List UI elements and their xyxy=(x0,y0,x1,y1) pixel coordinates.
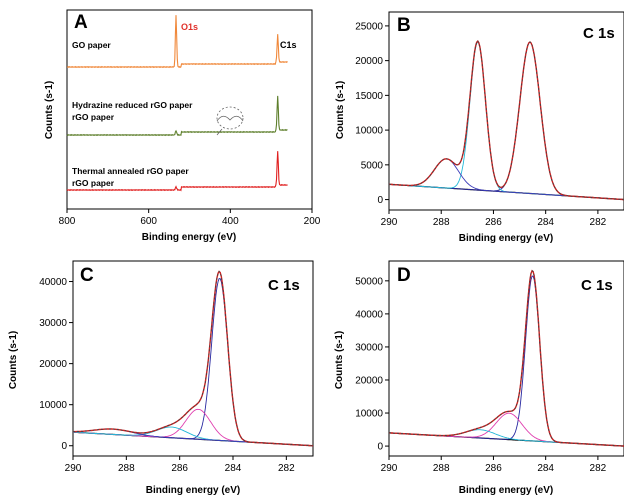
trace-label-hydrazine: Hydrazine reduced rGO paper xyxy=(72,100,193,110)
panel-b-component-3 xyxy=(388,158,624,201)
panel-d-y-tick-label-1: 10000 xyxy=(355,409,383,420)
trace-2 xyxy=(66,95,288,137)
panel-b-x-title: Binding energy (eV) xyxy=(459,233,553,244)
panel-b-tag: C 1s xyxy=(583,25,615,42)
panel-d-y-tick-label-4: 40000 xyxy=(355,309,383,320)
panel-c-x-tick-label-1: 288 xyxy=(118,463,135,474)
panel-a-x-title: Binding energy (eV) xyxy=(142,232,236,243)
panel-a: A GO paper Hydrazine reduced rGO paper r… xyxy=(44,9,321,243)
panel-d-y-tick-label-0: 0 xyxy=(377,442,383,453)
panel-d-x-tick-label-1: 288 xyxy=(433,463,450,474)
panel-c-x-tick-label-0: 290 xyxy=(65,463,82,474)
panel-d-x-tick-label-2: 286 xyxy=(485,463,502,474)
panel-d-axes: 290 288 286 284 282 0 10000 20000 30000 40000 5000… xyxy=(355,276,606,474)
panel-b-y-tick-label-1: 5000 xyxy=(361,160,384,171)
panel-c-component-1 xyxy=(73,278,313,447)
panel-a-x-axis: 800 600 400 200 xyxy=(59,209,321,227)
panel-b-component-1 xyxy=(388,41,624,201)
panel-a-x-tick-label-3: 200 xyxy=(304,216,321,227)
panel-d-letter: D xyxy=(397,265,411,286)
panel-b-curves xyxy=(388,39,624,201)
panel-c-y-tick-label-1: 10000 xyxy=(39,400,67,411)
panel-b-letter: B xyxy=(397,15,411,36)
peak-label-o1s: O1s xyxy=(181,22,198,32)
panel-d-y-title: Counts (s-1) xyxy=(334,331,345,389)
panel-c-x-tick-label-2: 286 xyxy=(171,463,188,474)
trace-label-thermal: Thermal annealed rGO paper xyxy=(72,166,189,176)
panel-c-y-tick-label-2: 20000 xyxy=(39,359,67,370)
panel-d-x-title: Binding energy (eV) xyxy=(459,485,553,496)
panel-a-series xyxy=(66,15,288,192)
panel-c-x-tick-label-4: 282 xyxy=(278,463,295,474)
panel-c-x-tick-label-3: 284 xyxy=(225,463,242,474)
panel-d-x-tick-label-3: 284 xyxy=(537,463,554,474)
panel-b-x-tick-label-3: 284 xyxy=(537,217,554,228)
panel-d-curves xyxy=(389,269,624,447)
panel-d-component-2 xyxy=(389,412,624,447)
panel-c: C C 1s 290 288 286 284 282 0 10000 20000 30000 40… xyxy=(8,260,314,496)
panel-d-y-tick-label-2: 20000 xyxy=(355,375,383,386)
panel-c-axes: 290 288 286 284 282 0 10000 20000 30000 40000 xyxy=(39,277,295,474)
panel-b-y-tick-label-2: 10000 xyxy=(355,126,383,137)
panel-a-y-title: Counts (s-1) xyxy=(44,81,55,139)
panel-b-y-tick-label-0: 0 xyxy=(377,195,383,206)
panel-d: D C 1s 290 288 286 284 282 0 10000 20000 30000 40… xyxy=(334,260,624,496)
panel-d-y-tick-label-5: 50000 xyxy=(355,276,383,287)
panel-b-plot-area xyxy=(388,11,624,211)
panel-a-x-tick-label-1: 600 xyxy=(140,216,157,227)
panel-a-x-tick-label-2: 400 xyxy=(222,216,239,227)
panel-c-component-2 xyxy=(73,408,313,447)
panel-c-letter: C xyxy=(80,265,94,286)
panel-d-x-tick-label-4: 282 xyxy=(590,463,607,474)
trace-1 xyxy=(67,15,288,69)
panel-a-letter: A xyxy=(74,12,88,33)
trace-label-hydrazine-line2: rGO paper xyxy=(72,112,115,122)
panel-d-plot-area xyxy=(388,260,624,457)
panel-d-raw-data xyxy=(389,269,624,447)
panel-c-curves xyxy=(73,270,313,447)
panel-c-y-tick-label-3: 30000 xyxy=(39,318,67,329)
panel-b-y-tick-label-3: 15000 xyxy=(355,91,383,102)
panel-b-axes: 290 288 286 284 282 0 5000 10000 15000 20000 25000 xyxy=(355,21,606,228)
panel-b-y-tick-label-5: 25000 xyxy=(355,21,383,32)
panel-c-y-tick-label-0: 0 xyxy=(61,441,67,452)
panel-c-fit-envelope xyxy=(73,270,313,447)
panel-c-raw-data xyxy=(73,270,313,447)
peak-label-c1s: C1s xyxy=(280,40,297,50)
panel-b-y-tick-label-4: 20000 xyxy=(355,56,383,67)
panel-b-x-tick-label-2: 286 xyxy=(485,217,502,228)
panel-d-y-tick-label-3: 30000 xyxy=(355,342,383,353)
panel-d-x-tick-label-0: 290 xyxy=(381,463,398,474)
panel-a-plot-area xyxy=(66,9,313,210)
panel-c-y-title: Counts (s-1) xyxy=(8,331,19,389)
panel-b-x-tick-label-4: 282 xyxy=(590,217,607,228)
panel-b-x-tick-label-1: 288 xyxy=(433,217,450,228)
panel-b-component-2 xyxy=(388,41,624,201)
panel-d-component-1 xyxy=(389,275,624,447)
panel-b-raw-data xyxy=(388,40,624,201)
panel-b-x-tick-label-0: 290 xyxy=(381,217,398,228)
panel-d-tag: C 1s xyxy=(581,277,613,294)
panel-c-component-3 xyxy=(73,426,313,447)
magnifier-inset xyxy=(216,106,244,136)
panel-c-x-title: Binding energy (eV) xyxy=(146,485,240,496)
panel-b-fit-envelope xyxy=(388,39,624,201)
trace-label-thermal-line2: rGO paper xyxy=(72,178,115,188)
panel-c-y-tick-label-4: 40000 xyxy=(39,277,67,288)
trace-3 xyxy=(66,151,288,192)
panel-b-y-title: Counts (s-1) xyxy=(335,81,346,139)
panel-c-plot-area xyxy=(72,260,314,457)
trace-label-go-paper: GO paper xyxy=(72,40,111,50)
panel-d-fit-envelope xyxy=(389,269,624,447)
panel-b: B C 1s 290 288 286 284 282 0 5000 10000 15000 200… xyxy=(335,11,624,244)
panel-a-x-tick-label-0: 800 xyxy=(59,216,76,227)
panel-c-tag: C 1s xyxy=(268,277,300,294)
